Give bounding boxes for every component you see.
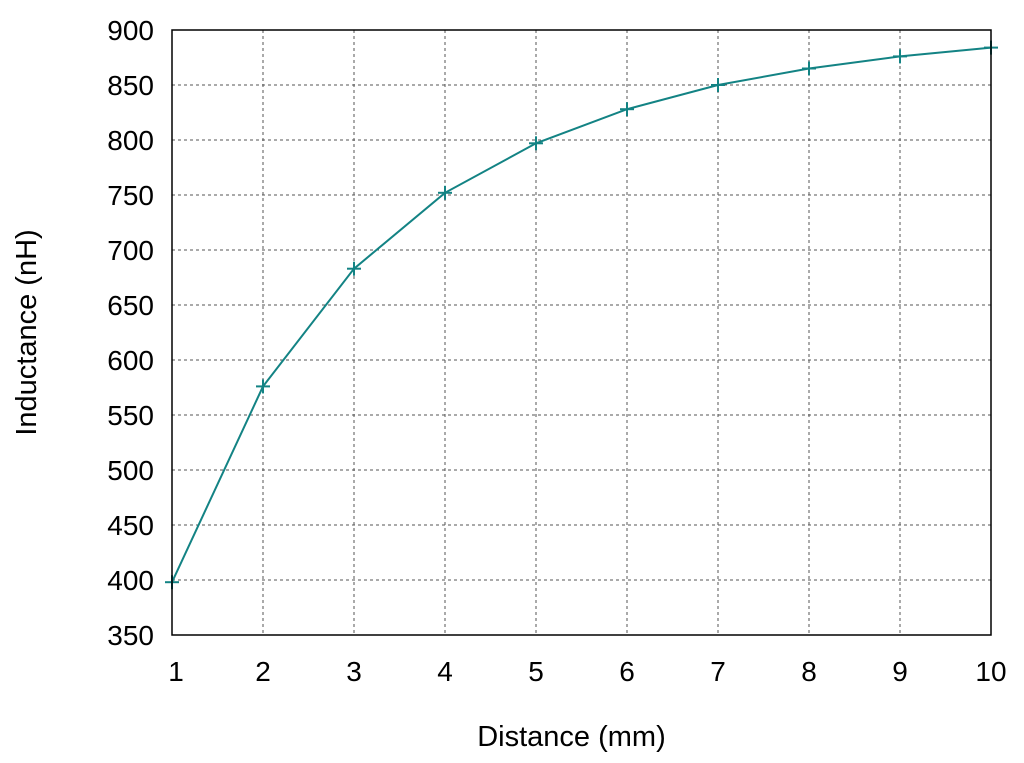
y-tick-label: 350	[107, 620, 154, 651]
y-tick-label: 800	[107, 125, 154, 156]
y-axis-title: Inductance (nH)	[11, 229, 43, 435]
x-tick-label: 1	[168, 656, 184, 687]
x-tick-label: 8	[801, 656, 817, 687]
x-tick-label: 9	[892, 656, 908, 687]
grid	[172, 30, 991, 635]
y-axis-ticks: 350 400 450 500 550 600 650 700 750 800 850 900	[107, 15, 154, 651]
x-tick-label: 2	[255, 656, 271, 687]
data-point-marker	[711, 78, 725, 92]
series-line-0	[171, 46, 992, 583]
x-tick-label: 4	[437, 656, 453, 687]
plot-frame	[171, 29, 992, 636]
x-tick-label: 7	[710, 656, 726, 687]
x-axis-title: Distance (mm)	[477, 721, 666, 753]
x-tick-label: 3	[346, 656, 362, 687]
y-tick-label: 700	[107, 235, 154, 266]
data-point-marker	[256, 379, 270, 394]
y-tick-label: 500	[107, 455, 154, 486]
y-tick-label: 650	[107, 290, 154, 321]
x-tick-label: 6	[619, 656, 635, 687]
y-tick-label: 550	[107, 400, 154, 431]
y-tick-label: 900	[107, 15, 154, 46]
y-tick-label: 850	[107, 70, 154, 101]
x-tick-label: 5	[528, 656, 544, 687]
data-point-marker	[529, 136, 543, 151]
series-group	[165, 40, 998, 590]
data-point-marker	[893, 49, 907, 64]
data-point-marker	[620, 102, 634, 117]
y-tick-label: 400	[107, 565, 154, 596]
data-point-marker	[347, 261, 361, 276]
y-tick-label: 750	[107, 180, 154, 211]
data-point-marker	[438, 185, 452, 200]
x-axis-ticks: 1 2 3 4 5 6 7 8 9 10	[168, 656, 1006, 687]
y-tick-label: 450	[107, 510, 154, 541]
data-point-marker	[802, 61, 816, 76]
x-tick-label: 10	[975, 656, 1006, 687]
y-tick-label: 600	[107, 345, 154, 376]
